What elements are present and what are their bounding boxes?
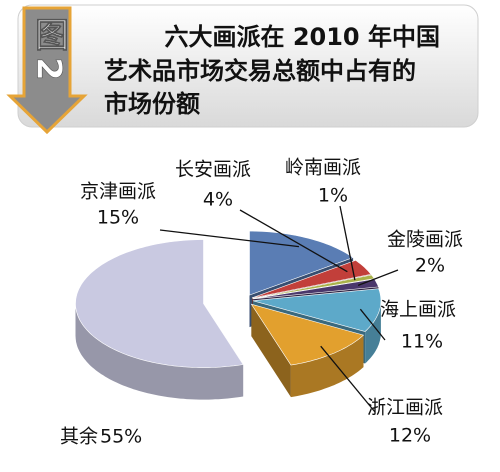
slice <box>252 274 375 299</box>
slice <box>251 259 372 299</box>
chart-title: 艺术品市场交易总额中占有的 <box>104 57 416 85</box>
category-label: 京津画派 <box>80 181 156 203</box>
slice <box>249 230 354 296</box>
value-label: 1% <box>318 185 348 207</box>
slice-wall <box>251 304 291 398</box>
leader-line <box>159 229 300 248</box>
value-label: 55% <box>100 426 142 448</box>
category-label: 浙江画派 <box>367 397 443 419</box>
slice <box>75 239 244 368</box>
category-label: 其余 <box>60 426 98 448</box>
leader-line <box>359 308 386 341</box>
header-panel <box>17 4 479 128</box>
chart-title: 六大画派在 2010 年中国 <box>164 23 440 51</box>
badge <box>6 6 88 135</box>
leader-line <box>320 345 376 413</box>
category-label: 金陵画派 <box>387 229 463 251</box>
leader-line <box>339 205 356 281</box>
value-label: 12% <box>389 425 431 447</box>
value-label: 15% <box>97 207 139 229</box>
value-label: 2% <box>415 255 445 277</box>
slice-side <box>365 300 381 364</box>
category-label: 长安画派 <box>175 159 251 181</box>
leader-line <box>239 209 348 273</box>
chart-title: 市场份额 <box>104 90 200 118</box>
leader-line <box>357 269 399 286</box>
slice <box>252 288 382 332</box>
slice-side <box>290 335 364 398</box>
figure-label: 图2 <box>29 17 69 87</box>
slice-side <box>75 303 244 400</box>
value-label: 4% <box>203 189 233 211</box>
slice <box>250 303 365 366</box>
category-label: 岭南画派 <box>285 157 361 179</box>
value-label: 11% <box>401 331 443 353</box>
category-label: 海上画派 <box>380 299 456 321</box>
